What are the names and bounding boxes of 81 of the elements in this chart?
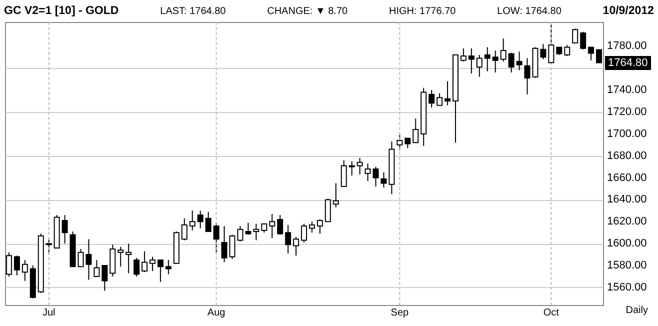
y-tick-label: 1620.00 xyxy=(607,216,647,228)
text: LOW: 1764.80 xyxy=(497,6,562,16)
candlestick xyxy=(150,256,156,272)
text: 10/9/2012 xyxy=(602,5,654,17)
candlestick xyxy=(6,252,12,277)
candlestick xyxy=(237,226,244,242)
candlestick xyxy=(484,46,490,72)
candlestick xyxy=(134,257,140,277)
candlestick xyxy=(308,221,315,234)
candlestick xyxy=(126,243,132,274)
candlestick xyxy=(181,218,188,241)
candlestick xyxy=(269,213,276,239)
candlestick xyxy=(14,255,20,276)
candlestick xyxy=(189,210,196,231)
text: 1764.80 xyxy=(605,56,651,70)
candlestick xyxy=(396,134,403,151)
candlestick xyxy=(348,160,355,176)
text: CHANGE: ▼ 8.70 xyxy=(267,6,348,16)
y-tick-label: 1580.00 xyxy=(607,260,647,272)
candlestick xyxy=(316,218,323,234)
candlestick xyxy=(412,118,419,144)
x-tick-label: Oct xyxy=(543,308,560,318)
candlestick xyxy=(428,90,435,108)
candlestick xyxy=(62,214,68,244)
candlestick xyxy=(596,49,602,64)
x-tick-label: Jul xyxy=(42,308,56,318)
candlestick xyxy=(213,222,220,253)
candlestick xyxy=(500,38,506,62)
candlestick xyxy=(444,80,451,106)
candlestick xyxy=(356,158,363,175)
y-tick-label: 1660.00 xyxy=(607,172,647,184)
candlestick xyxy=(540,43,546,60)
chart-title: GC V2=1 [10] - GOLD xyxy=(4,5,119,17)
y-tick-label: 1740.00 xyxy=(607,84,647,96)
candlestick xyxy=(468,48,474,74)
candlestick xyxy=(301,223,307,243)
y-tick-label: 1720.00 xyxy=(607,106,647,118)
x-tick-label: Sep xyxy=(390,308,410,318)
candlestick xyxy=(245,222,252,236)
candlestick xyxy=(94,260,100,277)
candlestick xyxy=(332,182,339,208)
candlestick xyxy=(572,28,578,44)
candlestick xyxy=(165,260,172,275)
candlestick xyxy=(548,24,554,64)
candlestick xyxy=(118,246,124,268)
candlestick xyxy=(436,92,443,106)
candlestick xyxy=(293,236,300,256)
candlestick xyxy=(324,198,331,222)
candlestick xyxy=(285,224,292,254)
y-tick-label: 1780.00 xyxy=(607,40,647,52)
candlestick xyxy=(102,265,108,292)
candlestick xyxy=(460,48,466,62)
candlestick xyxy=(340,160,347,188)
y-tick-label: 1640.00 xyxy=(607,194,647,206)
candlestick xyxy=(197,210,204,229)
candlestick xyxy=(404,138,411,149)
x-tick-label: Aug xyxy=(207,308,226,318)
candlestick xyxy=(476,54,482,78)
y-tick-label: 1560.00 xyxy=(607,281,647,294)
candlestick xyxy=(142,250,148,273)
candlestick xyxy=(580,31,586,50)
candlestick xyxy=(253,223,260,241)
candlestick xyxy=(508,52,514,73)
y-tick-label: 1680.00 xyxy=(607,150,647,162)
candlestick xyxy=(372,166,379,188)
candlestick xyxy=(364,163,371,182)
y-tick-label: 1700.00 xyxy=(607,128,647,140)
candlestick xyxy=(492,50,498,73)
text: HIGH: 1776.70 xyxy=(388,6,456,16)
candlestick xyxy=(516,51,522,71)
candlestick xyxy=(157,260,164,282)
text: LAST: 1764.80 xyxy=(160,6,226,16)
candlestick xyxy=(205,211,212,232)
candlestick xyxy=(588,46,594,61)
candlestick xyxy=(22,260,28,282)
candlestick xyxy=(86,238,92,280)
y-tick-label: 1600.00 xyxy=(607,238,647,250)
text: Daily xyxy=(626,305,648,316)
candlestick xyxy=(277,214,284,236)
candlestick xyxy=(380,172,387,188)
candlestick xyxy=(564,44,570,57)
